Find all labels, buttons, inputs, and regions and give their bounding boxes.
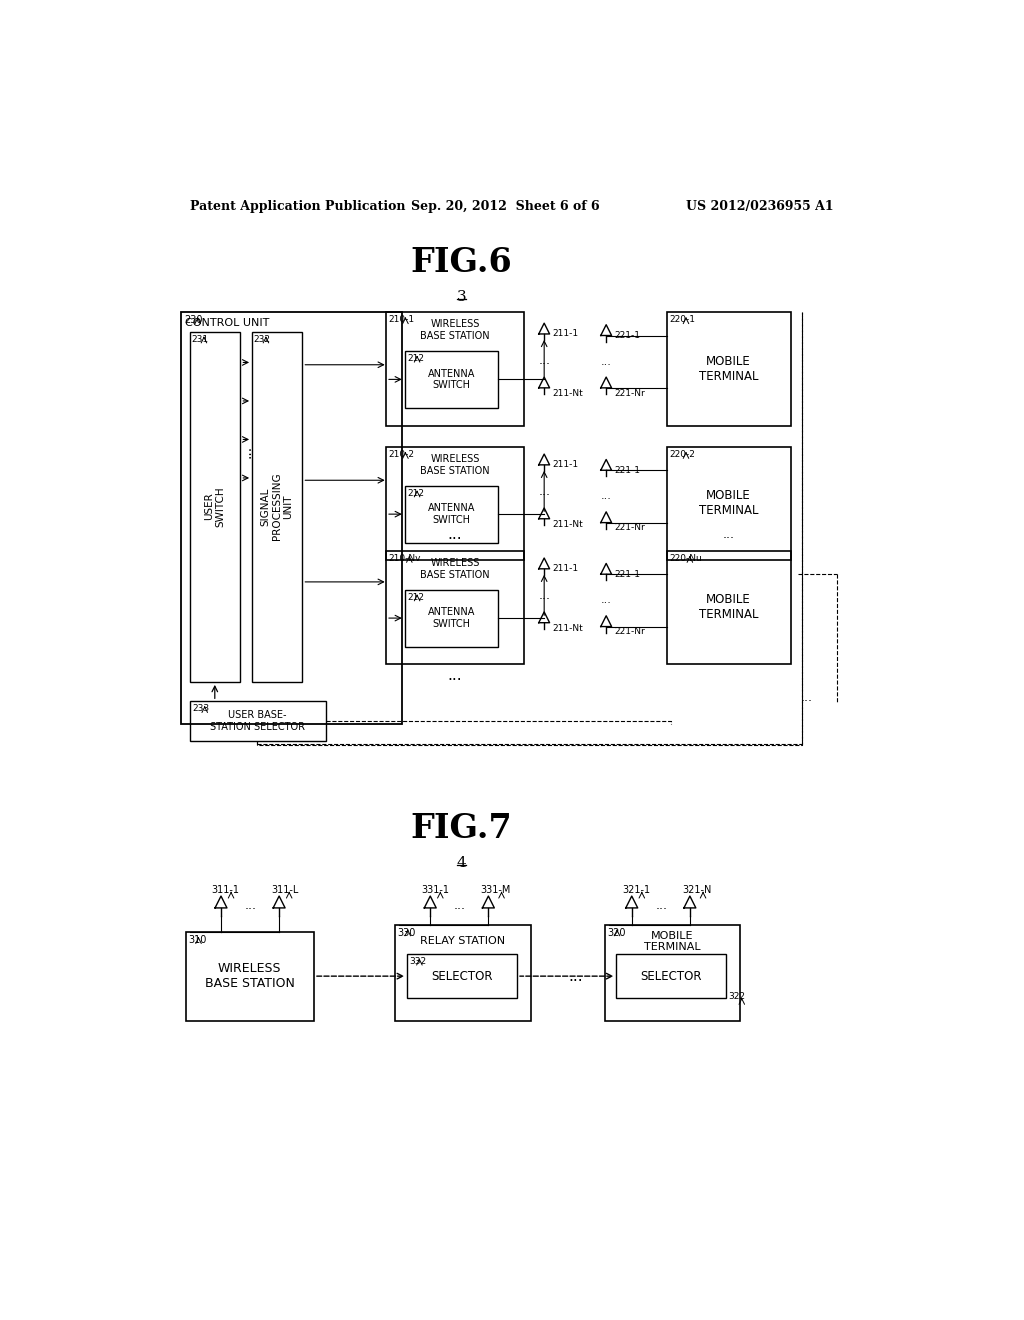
Text: USER BASE-
STATION SELECTOR: USER BASE- STATION SELECTOR — [210, 710, 305, 733]
Text: MOBILE
TERMINAL: MOBILE TERMINAL — [698, 593, 759, 622]
Text: 332: 332 — [410, 957, 426, 966]
Text: 311-L: 311-L — [271, 884, 299, 895]
Text: ...: ... — [240, 445, 254, 458]
Text: FIG.6: FIG.6 — [411, 246, 512, 279]
Text: CONTROL UNIT: CONTROL UNIT — [185, 318, 269, 329]
Text: 211-Nt: 211-Nt — [552, 389, 583, 397]
Text: WIRELESS
BASE STATION: WIRELESS BASE STATION — [420, 558, 489, 579]
Text: 330: 330 — [397, 928, 416, 937]
Text: WIRELESS
BASE STATION: WIRELESS BASE STATION — [205, 962, 295, 990]
Text: SELECTOR: SELECTOR — [431, 970, 493, 982]
Text: MOBILE
TERMINAL: MOBILE TERMINAL — [698, 355, 759, 383]
Bar — [190, 331, 241, 682]
Text: MOBILE
TERMINAL: MOBILE TERMINAL — [644, 931, 700, 952]
Text: FIG.7: FIG.7 — [411, 812, 512, 845]
Bar — [667, 552, 791, 664]
Text: ...: ... — [245, 899, 256, 912]
Text: 331-M: 331-M — [480, 884, 511, 895]
Text: 310: 310 — [188, 936, 207, 945]
Bar — [407, 954, 517, 998]
Text: 221-1: 221-1 — [614, 466, 640, 475]
Bar — [616, 954, 726, 998]
Bar — [386, 313, 524, 425]
Bar — [186, 932, 314, 1020]
Text: 211-Nt: 211-Nt — [552, 520, 583, 528]
Text: 3: 3 — [457, 290, 466, 304]
Text: 331-1: 331-1 — [421, 884, 449, 895]
Text: ...: ... — [447, 527, 463, 541]
Text: ...: ... — [539, 354, 550, 367]
Text: USER
SWITCH: USER SWITCH — [204, 486, 225, 527]
Text: 320: 320 — [607, 928, 626, 937]
Bar — [404, 351, 498, 408]
Text: 321-1: 321-1 — [623, 884, 650, 895]
Text: SELECTOR: SELECTOR — [641, 970, 702, 982]
Text: 211-1: 211-1 — [552, 461, 579, 470]
Text: ...: ... — [723, 528, 734, 541]
Text: 221-1: 221-1 — [614, 570, 640, 578]
Text: 221-1: 221-1 — [614, 331, 640, 341]
Text: MOBILE
TERMINAL: MOBILE TERMINAL — [698, 490, 759, 517]
Text: 232: 232 — [254, 335, 270, 343]
Text: ANTENNA
SWITCH: ANTENNA SWITCH — [427, 503, 475, 525]
Bar — [252, 331, 302, 682]
Text: 210-Nv: 210-Nv — [388, 554, 421, 564]
Text: 211-Nt: 211-Nt — [552, 623, 583, 632]
Bar — [180, 313, 401, 725]
Text: 212: 212 — [407, 593, 424, 602]
Text: ...: ... — [539, 589, 550, 602]
Text: ...: ... — [800, 690, 812, 704]
Text: 212: 212 — [407, 488, 424, 498]
Bar — [386, 447, 524, 561]
Text: 221-Nr: 221-Nr — [614, 389, 645, 397]
Text: WIRELESS
BASE STATION: WIRELESS BASE STATION — [420, 454, 489, 475]
Text: ...: ... — [601, 595, 611, 606]
Text: 220-2: 220-2 — [669, 450, 695, 459]
Bar — [604, 924, 740, 1020]
Text: 210-2: 210-2 — [388, 450, 415, 459]
Text: 211-1: 211-1 — [552, 565, 579, 573]
Text: ...: ... — [539, 486, 550, 499]
Text: ANTENNA
SWITCH: ANTENNA SWITCH — [427, 607, 475, 628]
Text: ...: ... — [655, 899, 668, 912]
Text: ANTENNA
SWITCH: ANTENNA SWITCH — [427, 368, 475, 391]
Text: 220-Nu: 220-Nu — [669, 554, 701, 564]
Bar — [395, 924, 531, 1020]
Text: ...: ... — [601, 356, 611, 367]
Text: ...: ... — [454, 899, 466, 912]
Text: WIRELESS
BASE STATION: WIRELESS BASE STATION — [420, 319, 489, 341]
Text: 221-Nr: 221-Nr — [614, 524, 645, 532]
Text: Patent Application Publication: Patent Application Publication — [190, 199, 406, 213]
Text: 311-1: 311-1 — [212, 884, 240, 895]
Text: Sep. 20, 2012  Sheet 6 of 6: Sep. 20, 2012 Sheet 6 of 6 — [411, 199, 599, 213]
Text: 210-1: 210-1 — [388, 315, 415, 325]
Bar — [667, 313, 791, 425]
Text: 231: 231 — [191, 335, 209, 343]
Text: ...: ... — [447, 668, 463, 684]
Text: 212: 212 — [407, 354, 424, 363]
Text: 230: 230 — [183, 315, 203, 326]
Text: SIGNAL
PROCESSING
UNIT: SIGNAL PROCESSING UNIT — [260, 473, 294, 540]
Bar — [404, 590, 498, 647]
Text: US 2012/0236955 A1: US 2012/0236955 A1 — [686, 199, 834, 213]
Bar — [190, 701, 326, 742]
Text: 321-N: 321-N — [682, 884, 712, 895]
Bar — [404, 486, 498, 543]
Text: 4: 4 — [457, 855, 466, 870]
Bar — [667, 447, 791, 561]
Text: 211-1: 211-1 — [552, 330, 579, 338]
Text: 221-Nr: 221-Nr — [614, 627, 645, 636]
Text: 220-1: 220-1 — [669, 315, 695, 325]
Text: RELAY STATION: RELAY STATION — [420, 936, 506, 946]
Text: ...: ... — [601, 491, 611, 502]
Bar — [386, 552, 524, 664]
Text: 233: 233 — [193, 705, 210, 713]
Text: 322: 322 — [729, 991, 745, 1001]
Text: ...: ... — [568, 969, 584, 983]
